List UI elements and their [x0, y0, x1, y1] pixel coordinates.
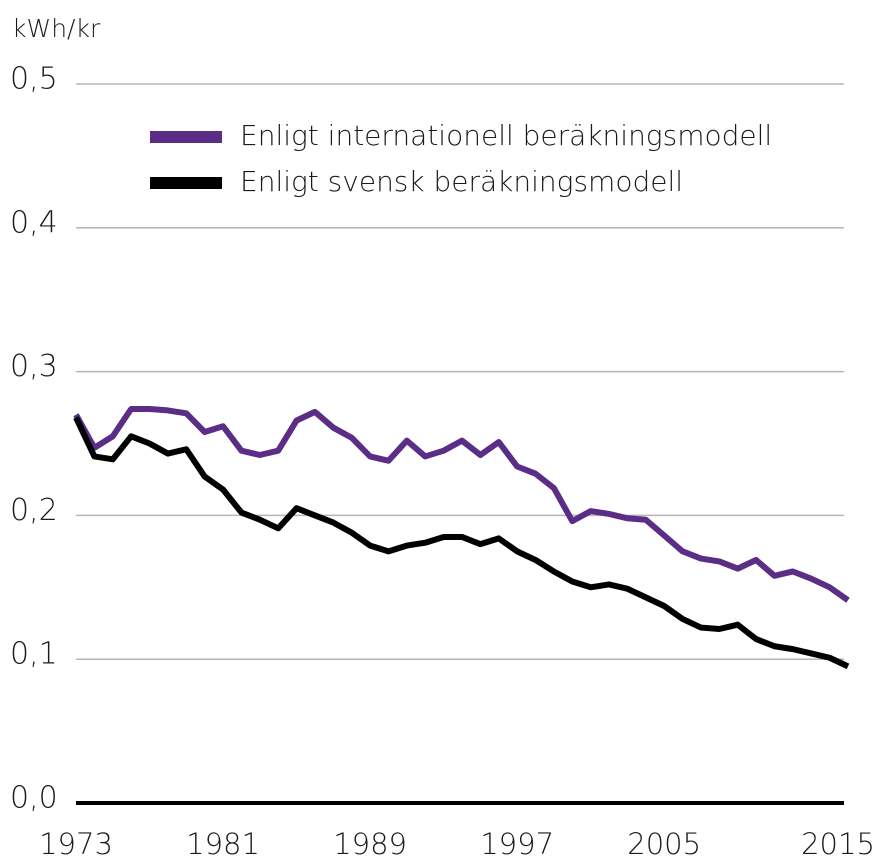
legend-label: Enligt internationell beräkningsmodell — [240, 119, 772, 152]
x-tick-label: 2015 — [801, 827, 875, 861]
x-tick-label: 2005 — [627, 827, 701, 861]
y-tick-label: 0,4 — [10, 205, 58, 240]
y-tick-label: 0,3 — [10, 349, 58, 384]
y-tick-label: 0,0 — [10, 781, 58, 816]
data-line — [73, 416, 850, 670]
x-tick-label: 1997 — [480, 827, 554, 861]
y-tick-label: 0,2 — [10, 493, 58, 528]
x-tick-label: 1989 — [333, 827, 407, 861]
y-tick-label: 0,5 — [10, 62, 58, 97]
x-tick-label: 1973 — [39, 827, 113, 861]
data-line — [73, 405, 850, 603]
y-tick-label: 0,1 — [10, 637, 58, 672]
y-axis-label: kWh/kr — [12, 14, 101, 43]
legend-label: Enligt svensk beräkningsmodell — [240, 165, 683, 198]
x-tick-label: 1981 — [186, 827, 260, 861]
